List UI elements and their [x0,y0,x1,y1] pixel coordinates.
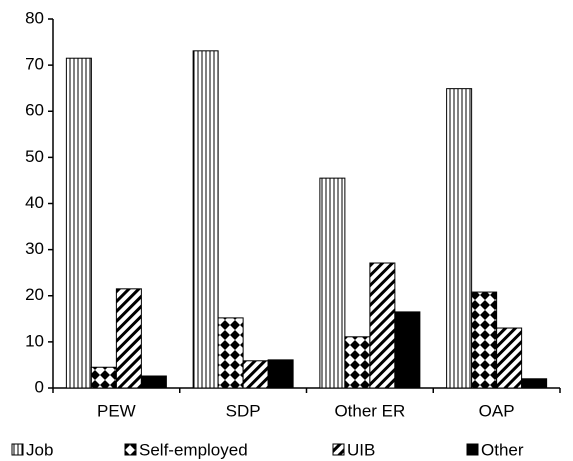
bar [446,88,473,389]
x-tick-label: SDP [226,401,261,420]
bar [394,311,421,389]
legend-swatch [332,443,345,456]
y-tick-label: 50 [25,147,44,166]
legend-swatch [11,443,24,456]
bar [242,360,269,389]
bar [521,378,548,389]
bar [267,359,294,389]
y-tick-label: 10 [25,331,44,350]
legend-swatch [124,443,137,456]
x-tick-label: PEW [97,401,136,420]
y-tick-label: 70 [25,55,44,74]
bar [192,50,219,389]
legend-label: Job [26,440,53,459]
bar [344,336,371,389]
bar [140,375,167,389]
bar [65,57,92,389]
legend-label: Other [481,440,524,459]
y-tick-label: 60 [25,101,44,120]
legend-label: Self-employed [139,440,248,459]
bar [319,177,346,389]
legend-swatch [466,443,479,456]
y-tick-label: 20 [25,285,44,304]
y-tick-label: 80 [25,8,44,27]
bar [90,366,117,389]
bar [496,327,523,389]
bar [471,291,498,389]
y-tick-label: 30 [25,239,44,258]
legend-label: UIB [347,440,375,459]
x-tick-label: OAP [479,401,515,420]
bar [115,288,142,389]
bar [217,317,244,389]
x-tick-label: Other ER [334,401,405,420]
bar [369,262,396,389]
y-tick-label: 40 [25,193,44,212]
y-tick-label: 0 [35,377,44,396]
